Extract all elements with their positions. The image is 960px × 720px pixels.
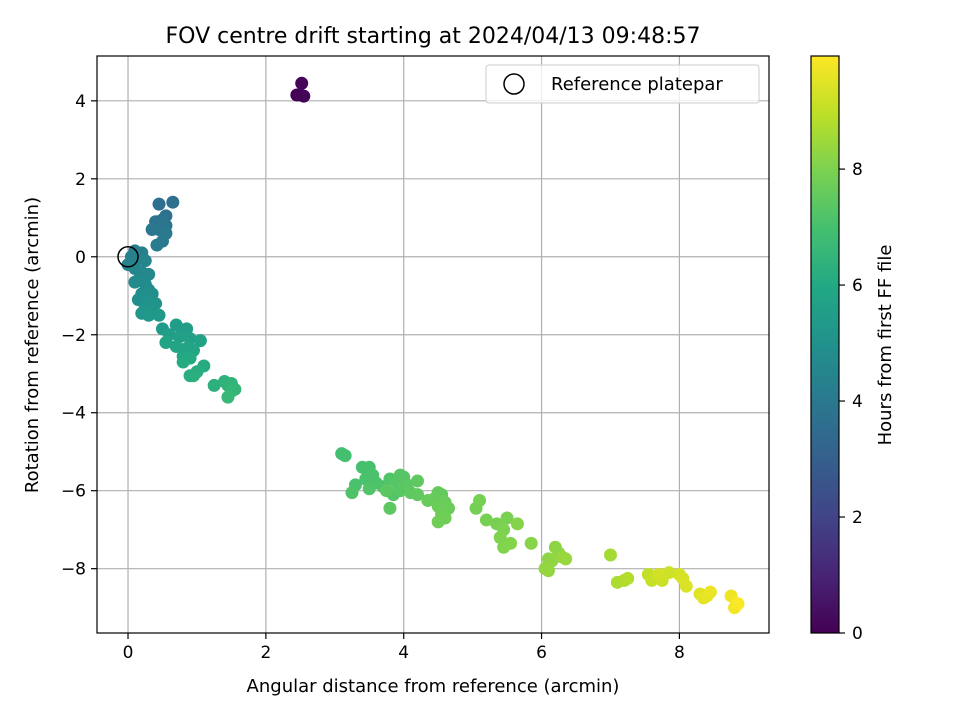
x-tick-label: 4 [398,643,409,663]
legend-box [485,64,760,104]
y-tick-label: 0 [75,248,86,268]
scatter-point [176,355,190,369]
x-tick-label: 0 [123,643,134,663]
reference-platepar-marker [117,246,139,268]
scatter-point [438,511,452,525]
y-tick-label: −2 [61,326,86,346]
y-tick-label: 4 [75,92,86,112]
x-tick-label: 2 [260,643,271,663]
y-tick-label: 2 [75,170,86,190]
colorbar-tick-label: 4 [852,392,863,412]
x-tick-label: 8 [674,643,685,663]
scatter-point [662,566,676,580]
scatter-point [145,222,159,236]
y-tick-label: −6 [61,482,86,502]
scatter-point [410,488,424,502]
scatter-point [345,486,359,500]
scatter-point [169,318,183,332]
colorbar [810,55,840,634]
scatter-point [150,238,164,252]
x-axis-label: Angular distance from reference (arcmin) [247,676,620,697]
scatter-point [679,579,693,593]
scatter-points [121,76,745,615]
chart-title: FOV centre drift starting at 2024/04/13 … [166,24,701,49]
scatter-point [500,511,514,525]
scatter-point [541,564,555,578]
scatter-point [186,369,200,383]
scatter-point [295,76,309,90]
scatter-point [421,493,435,507]
legend-entry-reference-platepar: Reference platepar [551,74,723,95]
x-tick-label: 6 [536,643,547,663]
y-axis-label: Rotation from reference (arcmin) [22,197,43,493]
scatter-point [362,482,376,496]
colorbar-tick-label: 2 [852,508,863,528]
colorbar-label: Hours from first FF file [875,245,896,446]
scatter-point [504,536,518,550]
scatter-point [193,334,207,348]
scatter-point [221,390,235,404]
scatter-point [510,517,524,531]
scatter-point [603,548,617,562]
scatter-point [159,336,173,350]
scatter-point [383,501,397,515]
colorbar-tick-label: 0 [852,624,863,644]
scatter-point [479,513,493,527]
scatter-point [142,308,156,322]
scatter-point [524,536,538,550]
legend-marker-icon [503,73,525,95]
scatter-point [166,195,180,209]
y-axis-ticks: −8 −6 −4 −2 0 2 4 [61,92,97,580]
scatter-point [621,571,635,585]
y-tick-label: −4 [61,404,86,424]
y-tick-label: −8 [61,560,86,580]
grid [97,56,769,633]
scatter-point [703,585,717,599]
scatter-point [152,197,166,211]
scatter-point [152,308,166,322]
scatter-point [338,449,352,463]
scatter-point [297,89,311,103]
x-axis-ticks: 0 2 4 6 8 [123,633,685,663]
scatter-point [410,474,424,488]
scatter-point [652,568,666,582]
scatter-point [559,552,573,566]
scatter-point [473,493,487,507]
plot-frame [96,55,770,634]
scatter-point [138,254,152,268]
legend: Reference platepar [485,64,760,104]
scatter-point [128,275,142,289]
scatter-point [207,378,221,392]
scatter-point [379,484,393,498]
colorbar-tick-label: 8 [852,160,863,180]
colorbar-tick-label: 6 [852,276,863,296]
scatter-point [169,339,183,353]
colorbar-ticks: 0 2 4 6 8 [839,160,863,644]
scatter-point [731,597,745,611]
